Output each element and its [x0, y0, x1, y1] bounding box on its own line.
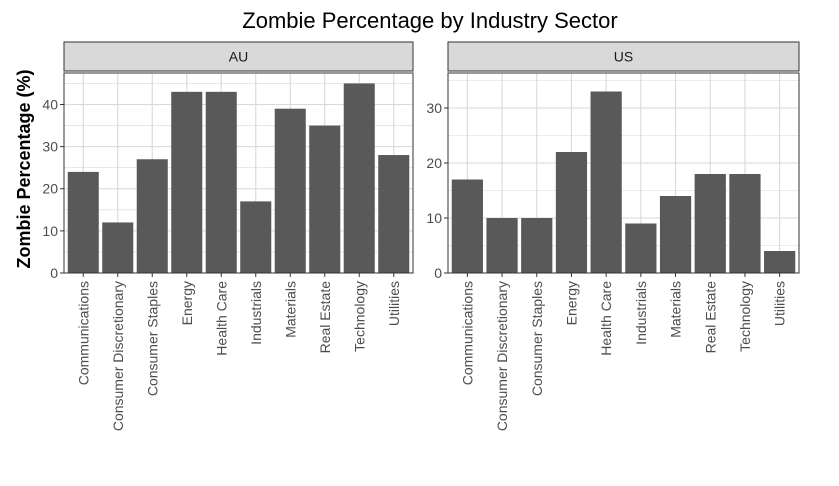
y-tick-label-au: 20 — [42, 181, 58, 197]
y-tick-label-us: 10 — [426, 210, 442, 226]
bar-au-utilities — [378, 155, 410, 273]
chart-title: Zombie Percentage by Industry Sector — [242, 8, 617, 33]
bar-au-communications — [67, 171, 99, 273]
bar-au-energy — [171, 91, 203, 273]
bar-us-technology — [729, 174, 761, 273]
x-tick-label-au: Technology — [351, 281, 367, 352]
y-tick-label-au: 0 — [50, 265, 58, 281]
x-tick-label-au: Consumer Staples — [144, 281, 160, 396]
bar-us-industrials — [625, 223, 657, 273]
x-tick-label-us: Materials — [668, 281, 684, 338]
panel-border-us — [447, 72, 800, 274]
x-tick-label-au: Industrials — [248, 281, 264, 345]
facet-strip-label-au: AU — [229, 49, 248, 65]
y-tick-label-us: 30 — [426, 100, 442, 116]
y-tick-label-us: 20 — [426, 155, 442, 171]
y-tick-label-au: 30 — [42, 139, 58, 155]
x-tick-label-us: Utilities — [772, 281, 788, 326]
x-tick-label-au: Energy — [179, 281, 195, 325]
bar-au-health-care — [205, 91, 237, 273]
x-tick-label-us: Consumer Staples — [529, 281, 545, 396]
bar-us-consumer-staples — [521, 218, 553, 273]
bar-au-consumer-discretionary — [102, 222, 134, 273]
x-tick-label-us: Industrials — [633, 281, 649, 345]
bar-us-consumer-discretionary — [486, 218, 518, 273]
x-tick-label-us: Technology — [737, 281, 753, 352]
x-tick-label-au: Communications — [75, 281, 91, 385]
x-tick-label-us: Communications — [459, 281, 475, 385]
facet-strip-label-us: US — [614, 49, 633, 65]
bar-au-materials — [274, 108, 306, 274]
x-tick-label-us: Health Care — [598, 281, 614, 356]
bar-au-technology — [343, 83, 375, 273]
panel-border-au — [63, 72, 414, 274]
bar-au-consumer-staples — [136, 159, 168, 273]
bar-au-real-estate — [309, 125, 341, 273]
facet-strip-au — [63, 41, 414, 72]
y-axis-label: Zombie Percentage (%) — [14, 69, 34, 268]
bar-us-utilities — [764, 251, 796, 273]
bar-us-health-care — [590, 91, 622, 273]
bar-us-energy — [555, 152, 588, 273]
x-tick-label-us: Real Estate — [702, 281, 718, 354]
y-tick-label-au: 40 — [42, 96, 58, 112]
facet-au: AU 0 10 20 30 40 Communications Consumer Discre… — [42, 41, 414, 431]
x-tick-label-au: Utilities — [386, 281, 402, 326]
bar-us-real-estate — [694, 174, 726, 273]
x-tick-label-us: Consumer Discretionary — [494, 281, 510, 431]
x-tick-label-au: Real Estate — [317, 281, 333, 354]
bar-us-materials — [659, 196, 692, 273]
x-tick-label-au: Health Care — [213, 281, 229, 356]
facet-strip-us — [447, 41, 800, 72]
x-tick-label-au: Consumer Discretionary — [110, 281, 126, 431]
x-tick-label-au: Materials — [282, 281, 298, 338]
bar-us-communications — [451, 179, 483, 273]
y-tick-label-au: 10 — [42, 223, 58, 239]
bar-au-industrials — [240, 201, 272, 273]
facets-layer: AU 0 10 20 30 40 Communications Consumer Discre… — [42, 41, 800, 431]
facet-us: US 0 10 20 30 Communications Consumer Discreti… — [426, 41, 800, 431]
y-tick-label-us: 0 — [434, 265, 442, 281]
x-tick-label-us: Energy — [563, 281, 579, 325]
